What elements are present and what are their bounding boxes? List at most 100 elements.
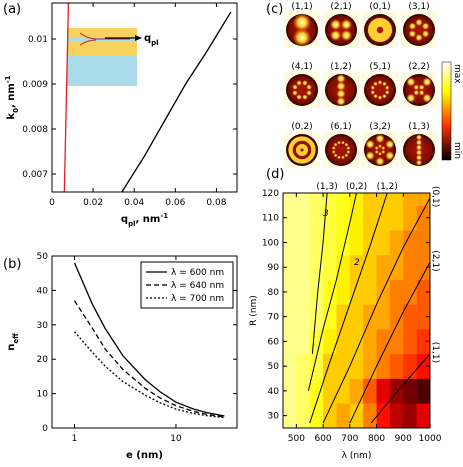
heatmap-cell (389, 205, 404, 231)
y-tick-label: 60 (268, 337, 280, 347)
label-part: , nm (6, 83, 17, 108)
mode-label: (5,1) (369, 62, 390, 72)
x-axis-title: e (nm) (126, 450, 163, 461)
heatmap-cell (296, 254, 311, 280)
heatmap-cell (363, 193, 377, 206)
annotation: 3 (323, 209, 329, 219)
y-tick-label: 40 (268, 387, 280, 397)
x-tick-label: 800 (368, 434, 385, 444)
label-part: q (144, 33, 151, 44)
mode-curve (370, 353, 431, 424)
mode-image (323, 72, 359, 108)
mode-image (401, 12, 437, 48)
inset-layer (67, 28, 137, 55)
mode-lobe (378, 144, 382, 148)
mode-curve (309, 192, 388, 424)
heatmap-cell (349, 403, 364, 429)
mode-curve (322, 197, 431, 424)
mode-lobe (341, 19, 352, 30)
mode-lobe (416, 139, 422, 146)
legend-label: λ = 600 nm (171, 268, 224, 278)
y-tick-label: 0.01 (28, 35, 48, 45)
heatmap-cell (296, 279, 311, 305)
inset-schematic (67, 28, 142, 86)
heatmap-cell (323, 193, 337, 206)
label-part: k (6, 113, 17, 120)
heatmap-cell (309, 304, 324, 330)
mode-lobe (293, 28, 311, 47)
heatmap-cell (323, 205, 337, 231)
line-series (121, 11, 232, 193)
mode-lobe (381, 150, 386, 154)
mode-lobe (331, 150, 336, 154)
heatmap-cell (376, 254, 391, 280)
heatmap-cell (309, 193, 324, 206)
mode-lobe (337, 140, 341, 145)
heatmap-cell (296, 329, 311, 355)
heatmap-cell (403, 279, 417, 305)
mode-lobe (333, 153, 338, 158)
mode-lobe (296, 80, 302, 86)
mode-lobe (419, 84, 425, 90)
heatmap-cell (323, 378, 337, 404)
curve-label: (2,1) (430, 250, 440, 271)
y-tick-label: 50 (268, 362, 280, 372)
heatmap-cell (349, 205, 364, 231)
mode-lobe (293, 13, 311, 32)
heatmap-cell (363, 230, 377, 256)
panel-label: (d) (266, 167, 284, 182)
heatmap-cell (336, 193, 351, 206)
heatmap-cell (403, 230, 417, 256)
mode-lobe (341, 155, 345, 160)
y-tick-label: 90 (268, 263, 280, 273)
inset-layer (67, 55, 137, 86)
y-tick-label: 10 (37, 390, 49, 400)
y-tick-label: 40 (37, 286, 49, 296)
heatmap-cell (416, 279, 431, 305)
mode-lobe (374, 150, 379, 154)
heatmap-cell (336, 403, 351, 429)
y-tick-label: 100 (262, 238, 279, 248)
label-part: q (121, 214, 128, 225)
mode-lobe (336, 89, 346, 99)
mode-image (401, 72, 437, 108)
colorbar-min: min (452, 142, 462, 159)
mode-lobe (344, 153, 349, 158)
mode-image (362, 72, 398, 108)
mode-lobe (413, 84, 419, 90)
mode-lobe (370, 90, 375, 95)
heatmap-cell (349, 378, 364, 404)
label-part: 0 (12, 108, 20, 113)
mode-disk (325, 134, 357, 166)
mode-lobe (373, 81, 378, 87)
mode-lobe (381, 146, 386, 150)
mode-lobe (306, 84, 312, 90)
heatmap-cell (363, 205, 377, 231)
heatmap-cell (296, 193, 311, 206)
mode-lobe (292, 84, 298, 90)
heatmap-cell (416, 378, 431, 404)
heatmap-cell (336, 329, 351, 355)
x-tick-label: 0 (49, 198, 55, 208)
y-tick-label: 50 (37, 252, 49, 262)
line-series (63, 2, 70, 193)
x-tick-label: 900 (395, 434, 412, 444)
mode-lobe (416, 154, 422, 161)
mode-label: (1,1) (291, 2, 312, 12)
mode-curve (307, 192, 357, 392)
heatmap-cell (376, 230, 391, 256)
heatmap-cell (349, 304, 364, 330)
heatmap-cell (363, 378, 377, 404)
inset-field (79, 32, 130, 46)
heatmap-cell (283, 329, 297, 355)
mode-lobe (382, 81, 387, 87)
heatmap-cell (296, 378, 311, 404)
heatmap-cell (416, 254, 431, 280)
heatmap-cell (403, 353, 417, 379)
mode-lobe (406, 93, 416, 103)
mode-lobe (365, 139, 375, 149)
heatmap-cell (403, 304, 417, 330)
mode-ring (367, 17, 392, 42)
x-tick-label: 0.04 (124, 198, 144, 208)
heatmap-cell (283, 254, 297, 280)
